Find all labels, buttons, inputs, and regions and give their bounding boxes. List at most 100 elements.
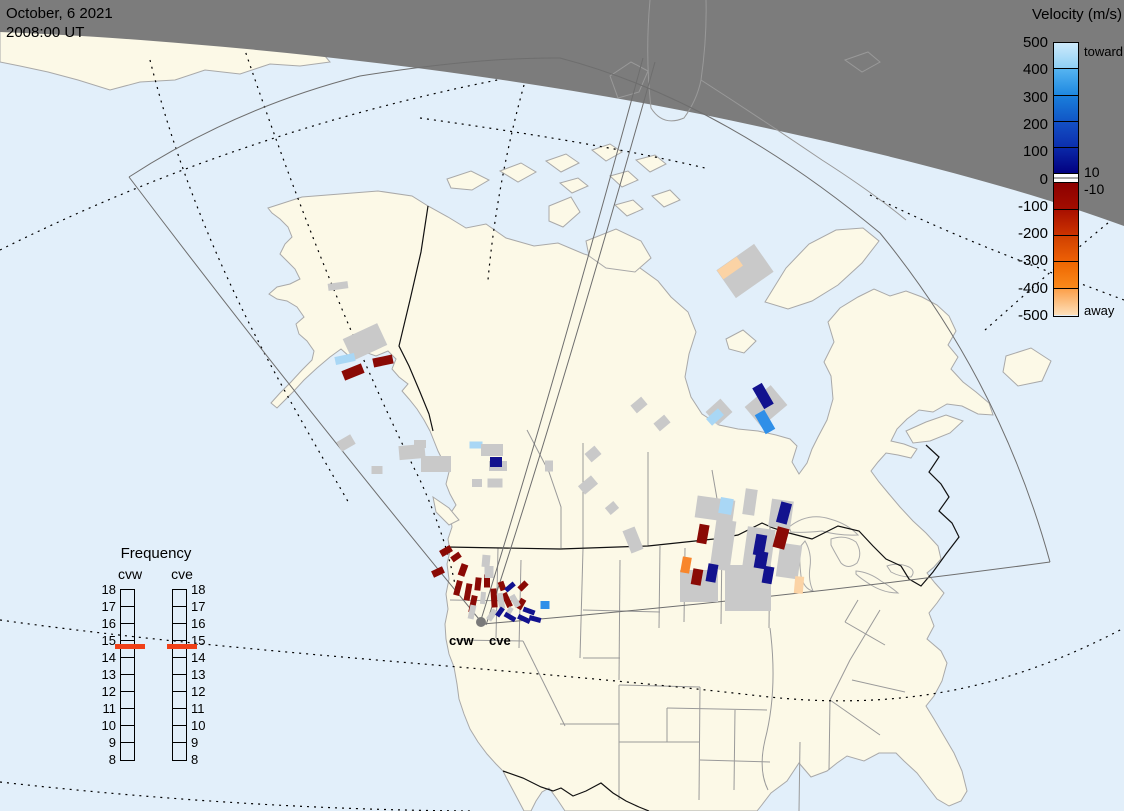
us-mexico-border — [502, 770, 650, 811]
frequency-column-label: cve — [171, 566, 193, 582]
ellesmere-coast — [609, 61, 649, 99]
velocity-cell-gray — [472, 479, 482, 487]
away-label: away — [1084, 303, 1115, 318]
velocity-tick-label: 200 — [1022, 115, 1048, 133]
velocity-cell-gray — [481, 554, 491, 568]
colorbar-zero-band — [1054, 174, 1078, 184]
velocity-cell-lightblue — [334, 353, 356, 365]
velocity-cell-gray — [653, 414, 671, 432]
velocity-cell-peach — [793, 576, 805, 594]
velocity-cell-navy — [504, 581, 516, 593]
neg-threshold-label: -10 — [1084, 181, 1105, 197]
velocity-tick-label: 0 — [1039, 170, 1048, 188]
velocity-cell-gray — [481, 444, 503, 456]
alaska-border — [398, 205, 434, 432]
newfoundland — [1002, 347, 1052, 387]
frequency-scale-cell — [121, 590, 134, 607]
frequency-tick-label: 9 — [191, 735, 199, 750]
fov-divider-line — [485, 61, 656, 626]
toward-label: toward — [1084, 44, 1124, 59]
velocity-cell-gray — [604, 501, 620, 515]
southampton-island — [725, 329, 757, 354]
banks-island — [548, 196, 581, 228]
frequency-tick-label: 9 — [108, 735, 116, 750]
velocity-cell-blue — [540, 601, 550, 609]
fov-outer-arc — [128, 57, 1051, 563]
arctic-island — [651, 189, 681, 208]
velocity-cell-navy — [522, 606, 536, 616]
frequency-scale-cell — [173, 641, 186, 658]
fov-west-edge — [128, 176, 484, 625]
colorbar-segment — [1054, 183, 1078, 210]
vancouver-island — [432, 495, 460, 526]
frequency-scale-cell — [173, 726, 186, 743]
velocity-cell-gray — [479, 591, 487, 605]
velocity-tick-label: 400 — [1022, 61, 1048, 79]
colorbar-segment — [1054, 148, 1078, 175]
frequency-scale-cell — [121, 624, 134, 641]
velocity-cell-gray — [725, 565, 771, 611]
velocity-cell-gray — [577, 475, 599, 495]
velocity-cell-gray — [486, 608, 498, 622]
velocity-legend: Velocity (m/s) 500 400 300 200 100 0 -100 -200 -… — [1000, 6, 1124, 332]
frequency-scale-column — [172, 589, 187, 761]
colorbar-segment — [1054, 43, 1078, 70]
velocity-cell-darkred — [431, 566, 445, 578]
colorbar-segment — [1054, 236, 1078, 263]
velocity-cell-navy — [705, 563, 719, 583]
velocity-cell-gray — [342, 323, 388, 361]
frequency-scale-cell — [173, 692, 186, 709]
frequency-legend: Frequency cvw 18 17 16 15 14 13 12 11 10 9 8 cve 18 17… — [90, 545, 230, 775]
velocity-cell-darkred — [696, 523, 710, 545]
colorbar-segment — [1054, 95, 1078, 122]
frequency-tick-label: 13 — [101, 667, 116, 682]
frequency-tick-label: 14 — [101, 650, 116, 665]
velocity-cell-darkred — [515, 597, 527, 611]
velocity-legend-title: Velocity (m/s) — [1031, 6, 1122, 23]
velocity-tick-label: -500 — [1017, 307, 1048, 324]
velocity-cell-darkred — [690, 568, 704, 586]
frequency-tick-label: 11 — [102, 701, 117, 716]
frequency-scale-cell — [121, 658, 134, 675]
date-text: October, 6 2021 — [6, 5, 113, 22]
velocity-cell-gray — [509, 593, 521, 609]
arctic-island — [634, 154, 667, 173]
colorbar-segment — [1054, 288, 1078, 315]
frequency-tick-label: 16 — [101, 616, 116, 631]
velocity-cell-darkred — [453, 579, 463, 597]
frequency-current-marker — [115, 644, 145, 649]
frequency-tick-label: 12 — [191, 684, 206, 699]
frequency-tick-label: 16 — [191, 616, 206, 631]
zero-line — [1054, 177, 1078, 180]
frequency-scale-cell — [121, 641, 134, 658]
velocity-cell-gray — [545, 460, 553, 472]
velocity-cell-darkred — [463, 583, 473, 601]
frequency-scale-cell — [121, 743, 134, 760]
velocity-tick-label: -400 — [1017, 279, 1048, 297]
frequency-scale-cell — [173, 624, 186, 641]
shadow-coastlines — [609, 0, 907, 221]
frequency-legend-title: Frequency — [120, 545, 192, 562]
colorbar-segment — [1054, 121, 1078, 149]
frequency-scale-cell — [173, 607, 186, 624]
victoria-island — [585, 228, 652, 273]
frequency-scale-column — [120, 589, 135, 761]
frequency-tick-label: 18 — [191, 582, 206, 597]
velocity-cell-gray — [414, 440, 426, 448]
velocity-cell-gray — [742, 488, 758, 516]
velocity-cell-gray — [496, 592, 506, 610]
site-label-cvw: cvw — [449, 633, 474, 648]
velocity-cell-orange — [680, 556, 692, 574]
velocity-tick-label: -300 — [1017, 252, 1048, 270]
frequency-scale-cell — [121, 709, 134, 726]
velocity-cell-darkred — [490, 588, 498, 608]
velocity-data-cells — [327, 243, 805, 625]
colorbar-segment — [1054, 262, 1078, 289]
velocity-cell-lightblue — [469, 441, 483, 449]
velocity-cell-gray — [709, 518, 737, 572]
velocity-cell-darkred — [501, 591, 513, 609]
nova-scotia — [905, 414, 964, 444]
frequency-scale-cell — [121, 675, 134, 692]
